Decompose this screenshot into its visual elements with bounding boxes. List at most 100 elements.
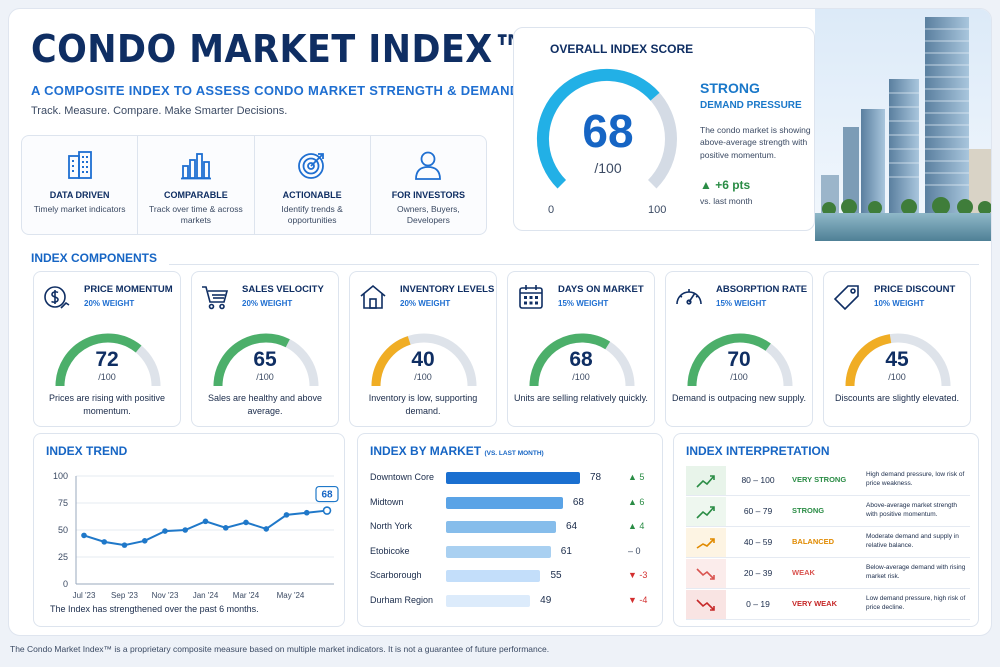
component-desc: Sales are healthy and above average. bbox=[207, 393, 323, 416]
gauge-fill bbox=[529, 333, 611, 387]
status-description: The condo market is showing above-averag… bbox=[700, 125, 811, 160]
market-row: Etobicoke 61 – 0 bbox=[370, 542, 660, 562]
page-subtitle: A COMPOSITE INDEX TO ASSESS CONDO MARKET… bbox=[31, 83, 598, 98]
tagline: Track. Measure. Compare. Make Smarter De… bbox=[31, 105, 288, 117]
interpretation-label: VERY WEAK bbox=[792, 599, 838, 608]
trend-point bbox=[101, 539, 108, 545]
market-change: ▼ -4 bbox=[628, 594, 648, 605]
component-name: PRICE DISCOUNT bbox=[874, 284, 956, 295]
interpretation-label: BALANCED bbox=[792, 537, 835, 546]
trend-callout-box bbox=[315, 485, 339, 503]
gauge-fill bbox=[845, 334, 892, 387]
cart-icon bbox=[202, 286, 229, 310]
trend-footer: The Index has strengthened over the past… bbox=[50, 604, 259, 614]
trend-callout-value: 68 bbox=[321, 490, 333, 501]
infographic: CONDO MARKET INDEX™ A COMPOSITE INDEX TO… bbox=[8, 8, 992, 636]
interpretation-desc: Low demand pressure, high risk of price … bbox=[866, 595, 966, 611]
component-max: /100 bbox=[888, 372, 906, 382]
feature-title: FOR INVESTORS bbox=[391, 190, 466, 200]
component-name: INVENTORY LEVELS bbox=[400, 284, 495, 295]
component-value: 45 bbox=[885, 348, 909, 371]
index-trend-panel: INDEX TREND 100 75 50 25 0 68 Jul '23 Sep '23 No… bbox=[33, 433, 345, 627]
interpretation-row: 80 – 100 VERY STRONG High demand pressure,… bbox=[686, 466, 970, 496]
tag-icon bbox=[833, 285, 859, 311]
component-gauge bbox=[371, 333, 477, 387]
market-name: Midtown bbox=[370, 496, 404, 507]
interpretation-row: 40 – 59 BALANCED Moderate demand and suppl… bbox=[686, 528, 970, 558]
component-max: /100 bbox=[256, 372, 274, 382]
overall-score-max: /100 bbox=[594, 160, 622, 176]
status-label: STRONG bbox=[700, 80, 760, 96]
component-card-days-on-market: DAYS ON MARKET 15% WEIGHT 68 /100 Units … bbox=[507, 271, 655, 427]
component-value: 40 bbox=[411, 348, 435, 371]
market-change: ▲ 6 bbox=[628, 496, 645, 507]
interpretation-label: VERY STRONG bbox=[792, 475, 847, 484]
trend-up-icon bbox=[686, 497, 726, 526]
x-tick-label: Mar '24 bbox=[233, 591, 260, 600]
trend-point bbox=[141, 538, 148, 544]
market-name: North York bbox=[370, 521, 413, 531]
market-bar bbox=[446, 496, 563, 509]
interpretation-range: 0 – 19 bbox=[746, 599, 770, 609]
interpretation-row: 60 – 79 STRONG Above-average market streng… bbox=[686, 497, 970, 527]
person-icon bbox=[415, 151, 442, 180]
gauge-min-label: 0 bbox=[548, 204, 555, 216]
overall-score-card: OVERALL INDEX SCORE 68 /100 0 100 STRONG… bbox=[513, 27, 815, 231]
market-row: Scarborough 55 ▼ -3 bbox=[370, 566, 660, 586]
component-desc: Units are selling relatively quickly. bbox=[514, 393, 648, 403]
trend-point bbox=[81, 532, 87, 539]
market-value: 49 bbox=[540, 594, 552, 606]
trend-down-icon bbox=[686, 590, 726, 619]
market-name: Downtown Core bbox=[370, 472, 435, 482]
trend-point bbox=[322, 506, 332, 515]
component-desc: Inventory is low, supporting demand. bbox=[368, 393, 478, 416]
feature-title: ACTIONABLE bbox=[282, 190, 342, 200]
component-weight: 10% WEIGHT bbox=[874, 299, 925, 308]
y-tick-label: 25 bbox=[58, 552, 68, 562]
market-name: Scarborough bbox=[370, 570, 422, 580]
overall-score-title: OVERALL INDEX SCORE bbox=[550, 42, 694, 56]
overall-score-value: 68 bbox=[582, 105, 634, 157]
condo-skyline-image bbox=[815, 9, 991, 241]
market-change: ▲ 5 bbox=[628, 472, 645, 482]
trend-point bbox=[222, 525, 229, 531]
y-tick-label: 50 bbox=[58, 525, 68, 535]
market-title-sub: (VS. LAST MONTH) bbox=[484, 450, 544, 457]
component-max: /100 bbox=[414, 372, 432, 382]
component-value: 70 bbox=[727, 348, 751, 371]
component-weight: 20% WEIGHT bbox=[84, 299, 135, 308]
component-weight: 20% WEIGHT bbox=[242, 299, 293, 308]
market-name: Etobicoke bbox=[370, 545, 410, 556]
component-desc: Prices are rising with positive momentum… bbox=[48, 393, 166, 416]
feature-desc: Track over time & across markets bbox=[149, 204, 243, 226]
component-gauge bbox=[845, 333, 951, 387]
interpretation-desc: Above-average market strength with posit… bbox=[866, 502, 958, 518]
bar-chart-icon bbox=[180, 153, 211, 180]
interpretation-row: 0 – 19 VERY WEAK Low demand pressure, high… bbox=[686, 590, 970, 620]
interpretation-range: 40 – 59 bbox=[743, 537, 773, 547]
trend-point bbox=[243, 519, 249, 526]
component-name: PRICE MOMENTUM bbox=[84, 284, 173, 295]
calendar-icon bbox=[519, 285, 543, 309]
feature-desc: Timely market indicators bbox=[33, 204, 126, 214]
gauge-fill bbox=[371, 336, 411, 387]
interpretation-range: 80 – 100 bbox=[741, 475, 775, 485]
score-change-note: vs. last month bbox=[700, 196, 753, 206]
interpretation-label: STRONG bbox=[792, 506, 825, 515]
component-name: ABSORPTION RATE bbox=[716, 284, 808, 295]
buildings-icon bbox=[67, 151, 92, 179]
feature-desc: Identify trends & opportunities bbox=[281, 204, 343, 226]
component-value: 65 bbox=[253, 348, 277, 371]
trend-up-icon bbox=[686, 466, 726, 495]
trend-point bbox=[263, 526, 270, 532]
feature-actionable: ACTIONABLE Identify trends & opportuniti… bbox=[255, 136, 371, 234]
component-card-price-discount: PRICE DISCOUNT 10% WEIGHT 45 /100 Discou… bbox=[823, 271, 971, 427]
market-title: INDEX BY MARKET (VS. LAST MONTH) bbox=[370, 444, 544, 458]
feature-title: COMPARABLE bbox=[163, 190, 228, 200]
component-gauge bbox=[55, 333, 161, 387]
component-max: /100 bbox=[98, 372, 116, 382]
trend-point bbox=[202, 518, 209, 525]
market-value: 55 bbox=[550, 570, 562, 581]
component-weight: 15% WEIGHT bbox=[716, 299, 767, 308]
component-max: /100 bbox=[572, 372, 590, 382]
